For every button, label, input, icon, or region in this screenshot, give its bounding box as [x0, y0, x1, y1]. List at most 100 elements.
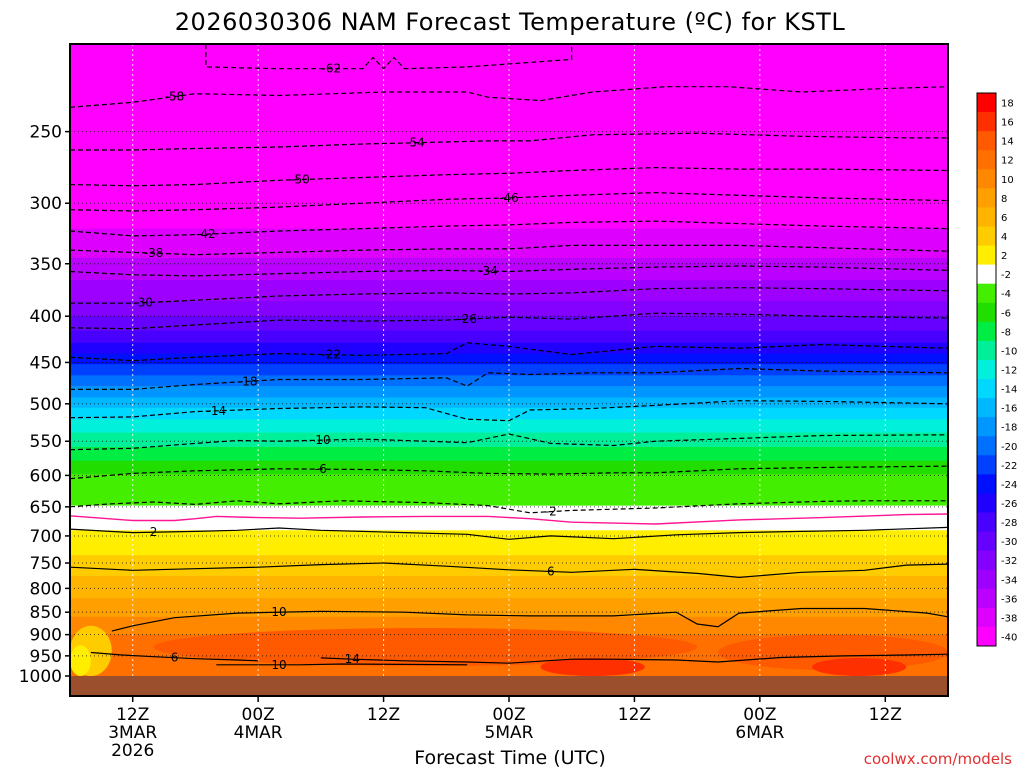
colorbar-label: -18	[1001, 423, 1017, 434]
x-axis: 12Z 3MAR 2026 00Z 4MAR 12Z 00Z 5MAR 12Z 00Z 6MAR 12…	[108, 696, 902, 761]
isotherm-line	[70, 433, 948, 451]
colorbar-swatch	[977, 302, 996, 323]
isotherm-line	[70, 513, 948, 525]
colorbar-swatch	[977, 283, 996, 304]
y-tick-label: 600	[30, 466, 62, 486]
colorbar-label: 18	[1001, 99, 1014, 110]
colorbar-swatch	[977, 474, 996, 494]
y-tick-label: 800	[30, 579, 62, 599]
colorbar-label: 6	[1001, 213, 1007, 224]
y-tick-label: 650	[30, 498, 62, 518]
isotherm-line	[70, 132, 948, 151]
temperature-region	[812, 657, 907, 676]
isotherm-line	[216, 663, 468, 666]
colorbar-label: -8	[1001, 327, 1011, 338]
isotherm-line	[70, 244, 948, 256]
isotherm-line	[70, 562, 948, 579]
y-tick-label: 900	[30, 626, 62, 646]
colorbar-swatch	[977, 531, 996, 552]
y-tick-label: 250	[30, 123, 62, 143]
isotherm-label: 2	[150, 525, 158, 539]
colorbar-label: -34	[1001, 575, 1017, 586]
temperature-band	[70, 419, 948, 434]
colorbar-label: -16	[1001, 404, 1017, 415]
isotherm-line	[70, 265, 948, 277]
temperature-band	[70, 474, 948, 493]
colorbar-label: -32	[1001, 556, 1017, 567]
colorbar-swatch	[977, 455, 996, 475]
isotherm-label: -26	[457, 312, 477, 326]
y-tick-label: 350	[30, 255, 62, 275]
y-tick-label: 300	[30, 194, 62, 214]
isotherm-label: 14	[345, 652, 360, 666]
colorbar-swatch	[977, 93, 996, 113]
isotherm-contours: -62-58-54-50-46-42-38-34-30-26-22-18-14-…	[70, 44, 948, 672]
x-tick-label: 00Z 6MAR	[735, 705, 784, 743]
x-tick-label: 00Z 4MAR	[234, 705, 283, 743]
y-axis: 250 300 350 400 450 500 550 600 650 700 750 800 850 9…	[19, 123, 70, 687]
colorbar-label: 8	[1001, 194, 1007, 205]
temperature-band	[70, 301, 948, 317]
colorbar-swatch	[977, 150, 996, 170]
colorbar-swatch	[977, 626, 996, 647]
isotherm-label: -50	[290, 173, 310, 187]
isotherm-line	[70, 191, 948, 212]
colorbar-swatch	[977, 379, 996, 399]
colorbar-label: 4	[1001, 232, 1007, 243]
colorbar-label: -26	[1001, 499, 1017, 510]
y-tick-label: 950	[30, 647, 62, 667]
x-tick-label: 12Z 3MAR 2026	[108, 705, 157, 761]
isotherm-label: -10	[311, 433, 331, 447]
isotherm-line	[70, 465, 948, 480]
y-tick-label: 500	[30, 395, 62, 415]
colorbar-swatch	[977, 131, 996, 151]
isotherm-label: -58	[165, 90, 185, 104]
colorbar-swatch	[977, 588, 996, 609]
colorbar-label: 16	[1001, 118, 1014, 129]
isotherm-line	[70, 220, 948, 237]
colorbar-label: 10	[1001, 175, 1014, 186]
colorbar-label: 2	[1001, 251, 1007, 262]
isotherm-label: 10	[271, 658, 286, 672]
colorbar-swatch	[977, 607, 996, 628]
colorbar-label: -6	[1001, 308, 1011, 319]
colorbar-swatch	[977, 188, 996, 208]
isotherm-label: -62	[322, 62, 342, 76]
colorbar-swatch	[977, 340, 996, 361]
colorbar-swatch	[977, 226, 996, 247]
colorbar-swatch	[977, 398, 996, 418]
isotherm-label: -54	[405, 136, 425, 150]
colorbar-label: -28	[1001, 518, 1017, 529]
colorbar-label: -38	[1001, 613, 1017, 624]
colorbar-swatch	[977, 169, 996, 189]
isotherm-line	[70, 342, 948, 362]
colorbar-label: -30	[1001, 537, 1017, 548]
temperature-band	[70, 397, 948, 409]
y-tick-label: 450	[30, 353, 62, 373]
isotherm-label: -6	[315, 462, 327, 476]
colorbar-swatch	[977, 321, 996, 342]
colorbar-label: -4	[1001, 289, 1011, 300]
y-tick-label: 700	[30, 527, 62, 547]
isotherm-line	[70, 367, 948, 390]
colorbar-swatch	[977, 493, 996, 514]
temperature-band	[70, 330, 948, 344]
colorbar-label: 12	[1001, 156, 1014, 167]
colorbar-label: -40	[1001, 632, 1017, 643]
colorbar-label: -22	[1001, 461, 1017, 472]
colorbar-swatch	[977, 264, 996, 285]
y-tick-label: 550	[30, 432, 62, 452]
temperature-band	[70, 491, 948, 507]
x-tick-label: 12Z	[367, 705, 400, 725]
isotherm-label: -2	[545, 505, 557, 519]
y-tick-label: 850	[30, 603, 62, 623]
colorbar-label: -14	[1001, 385, 1017, 396]
isotherm-label: -14	[207, 404, 227, 418]
temperature-band	[70, 342, 948, 355]
isotherm-label: -46	[499, 191, 519, 205]
credit-text: coolwx.com/models	[864, 750, 1012, 768]
isotherm-line	[70, 166, 948, 187]
temperature-band	[70, 575, 948, 599]
temperature-region	[540, 657, 645, 676]
